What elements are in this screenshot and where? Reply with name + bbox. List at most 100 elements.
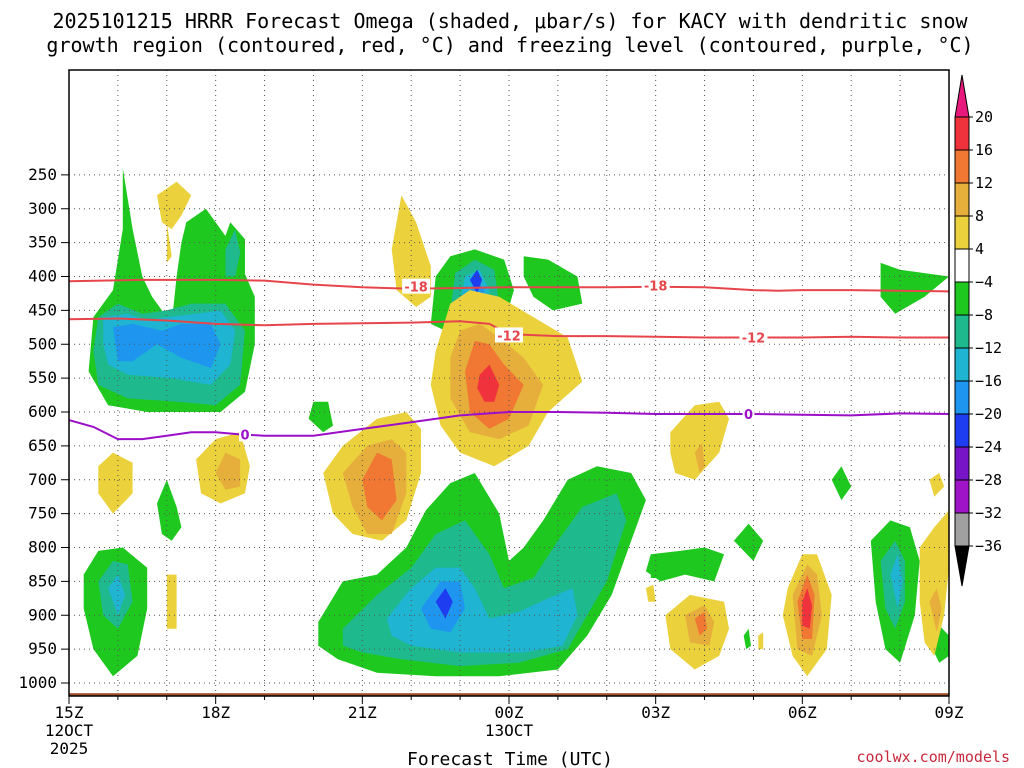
x-tick-label-15Z: 15Z bbox=[55, 703, 84, 722]
y-tick-label-350: 350 bbox=[28, 233, 57, 252]
colorbar-label-6: −8 bbox=[975, 306, 993, 324]
colorbar-label-2: 12 bbox=[975, 174, 993, 192]
contour-label-bg-dgz-minus12-1 bbox=[739, 329, 768, 345]
omega-region-15 bbox=[157, 181, 192, 230]
colorbar-segment-9 bbox=[954, 413, 970, 448]
y-tick-label-650: 650 bbox=[28, 436, 57, 455]
terrain-band bbox=[69, 693, 949, 696]
omega-region-13 bbox=[308, 401, 333, 433]
y-tick-label-750: 750 bbox=[28, 504, 57, 523]
contour-label-dgz-minus18-0: -18 bbox=[404, 281, 428, 296]
x-tick-label-03Z: 03Z bbox=[641, 703, 670, 722]
y-tick-label-1000: 1000 bbox=[18, 673, 57, 692]
omega-region-29 bbox=[694, 442, 705, 473]
colorbar-segment-10 bbox=[954, 446, 970, 481]
omega-region-26 bbox=[215, 452, 241, 490]
omega-region-21 bbox=[477, 364, 500, 402]
omega-region-46 bbox=[831, 466, 852, 501]
y-tick-label-900: 900 bbox=[28, 605, 57, 624]
colorbar-bottom-triangle bbox=[954, 545, 970, 587]
y-tick-label-950: 950 bbox=[28, 639, 57, 658]
omega-shading bbox=[83, 168, 949, 677]
omega-region-54 bbox=[694, 611, 707, 636]
colorbar-label-11: −28 bbox=[975, 471, 1002, 489]
chart-title-line-1: 2025101215 HRRR Forecast Omega (shaded, … bbox=[52, 9, 968, 33]
credit-text: coolwx.com/models bbox=[856, 748, 1010, 766]
colorbar-label-10: −24 bbox=[975, 438, 1002, 456]
omega-region-60 bbox=[929, 588, 942, 633]
y-tick-label-700: 700 bbox=[28, 470, 57, 489]
contour-label-bg-freezing-level-1 bbox=[742, 406, 755, 422]
contour-dgz-minus18 bbox=[69, 278, 949, 293]
omega-region-49 bbox=[890, 554, 903, 609]
y-tick-label-850: 850 bbox=[28, 571, 57, 590]
colorbar-label-5: −4 bbox=[975, 273, 993, 291]
colorbar-segment-6 bbox=[954, 314, 970, 349]
colorbar-label-1: 16 bbox=[975, 141, 993, 159]
colorbar-segment-2 bbox=[954, 182, 970, 217]
colorbar: 20 16 12 8 4 −4 −8 −12 −16 −20 −24 −28 −32 −36 bbox=[954, 74, 1002, 587]
y-tick-label-500: 500 bbox=[28, 334, 57, 353]
colorbar-segment-8 bbox=[954, 380, 970, 415]
contour-label-freezing-level-1: 0 bbox=[744, 408, 753, 423]
omega-region-38 bbox=[386, 567, 578, 653]
plot-area bbox=[69, 70, 949, 696]
omega-region-59 bbox=[919, 510, 949, 656]
chart-title-line-2: growth region (contoured, red, °C) and f… bbox=[46, 33, 973, 57]
omega-region-11 bbox=[523, 256, 583, 311]
colorbar-segment-4 bbox=[954, 248, 970, 283]
omega-region-12 bbox=[880, 262, 949, 314]
x-tick-sublabel-15Z-1: 2025 bbox=[50, 739, 89, 758]
y-axis-pressure: 250 300 350 400 450 500 550 600 650 700 750 800 850 9… bbox=[18, 165, 69, 692]
omega-region-5 bbox=[225, 229, 241, 277]
omega-region-58 bbox=[802, 588, 813, 629]
colorbar-label-4: 4 bbox=[975, 240, 984, 258]
omega-region-28 bbox=[670, 401, 729, 480]
omega-region-41 bbox=[582, 506, 617, 534]
colorbar-segment-7 bbox=[954, 347, 970, 382]
contour-label-bg-dgz-minus18-1 bbox=[641, 277, 670, 293]
y-tick-label-300: 300 bbox=[28, 199, 57, 218]
x-axis-title: Forecast Time (UTC) bbox=[407, 749, 613, 768]
contour-label-bg-freezing-level-0 bbox=[239, 426, 251, 442]
omega-region-44 bbox=[650, 557, 661, 578]
y-tick-label-400: 400 bbox=[28, 267, 57, 286]
omega-region-27 bbox=[98, 452, 133, 514]
colorbar-segment-5 bbox=[954, 281, 970, 316]
y-tick-label-250: 250 bbox=[28, 165, 57, 184]
colorbar-label-3: 8 bbox=[975, 207, 984, 225]
omega-region-45 bbox=[645, 584, 656, 602]
contour-label-dgz-minus18-1: -18 bbox=[644, 279, 668, 294]
y-tick-label-450: 450 bbox=[28, 300, 57, 319]
omega-region-40 bbox=[435, 588, 453, 619]
x-tick-sublabel-15Z-0: 12OCT bbox=[45, 721, 94, 740]
x-tick-label-09Z: 09Z bbox=[935, 703, 964, 722]
omega-region-50 bbox=[743, 628, 751, 650]
colorbar-label-9: −20 bbox=[975, 405, 1002, 423]
omega-region-61 bbox=[758, 632, 764, 650]
colorbar-label-13: −36 bbox=[975, 537, 1002, 555]
colorbar-segment-0 bbox=[954, 116, 970, 151]
colorbar-label-12: −32 bbox=[975, 504, 1002, 522]
colorbar-segment-3 bbox=[954, 215, 970, 250]
y-tick-label-600: 600 bbox=[28, 402, 57, 421]
colorbar-label-0: 20 bbox=[975, 108, 993, 126]
omega-region-30 bbox=[929, 473, 945, 497]
x-tick-sublabel-00Z-0: 13OCT bbox=[485, 721, 534, 740]
colorbar-segment-1 bbox=[954, 149, 970, 184]
contour-freezing-level bbox=[69, 411, 949, 441]
terrain-surface bbox=[69, 693, 949, 696]
contour-label-bg-dgz-minus12-0 bbox=[495, 327, 523, 343]
omega-region-35 bbox=[108, 574, 126, 616]
x-tick-label-21Z: 21Z bbox=[348, 703, 377, 722]
colorbar-label-7: −12 bbox=[975, 339, 1002, 357]
y-tick-label-550: 550 bbox=[28, 368, 57, 387]
colorbar-label-8: −16 bbox=[975, 372, 1002, 390]
contour-label-bg-dgz-minus18-0 bbox=[402, 278, 431, 294]
y-tick-label-800: 800 bbox=[28, 538, 57, 557]
colorbar-segment-11 bbox=[954, 479, 970, 514]
contour-label-freezing-level-0: 0 bbox=[240, 428, 249, 443]
contour-labels: -18 -18 -12 -12 0 0 bbox=[239, 277, 768, 443]
